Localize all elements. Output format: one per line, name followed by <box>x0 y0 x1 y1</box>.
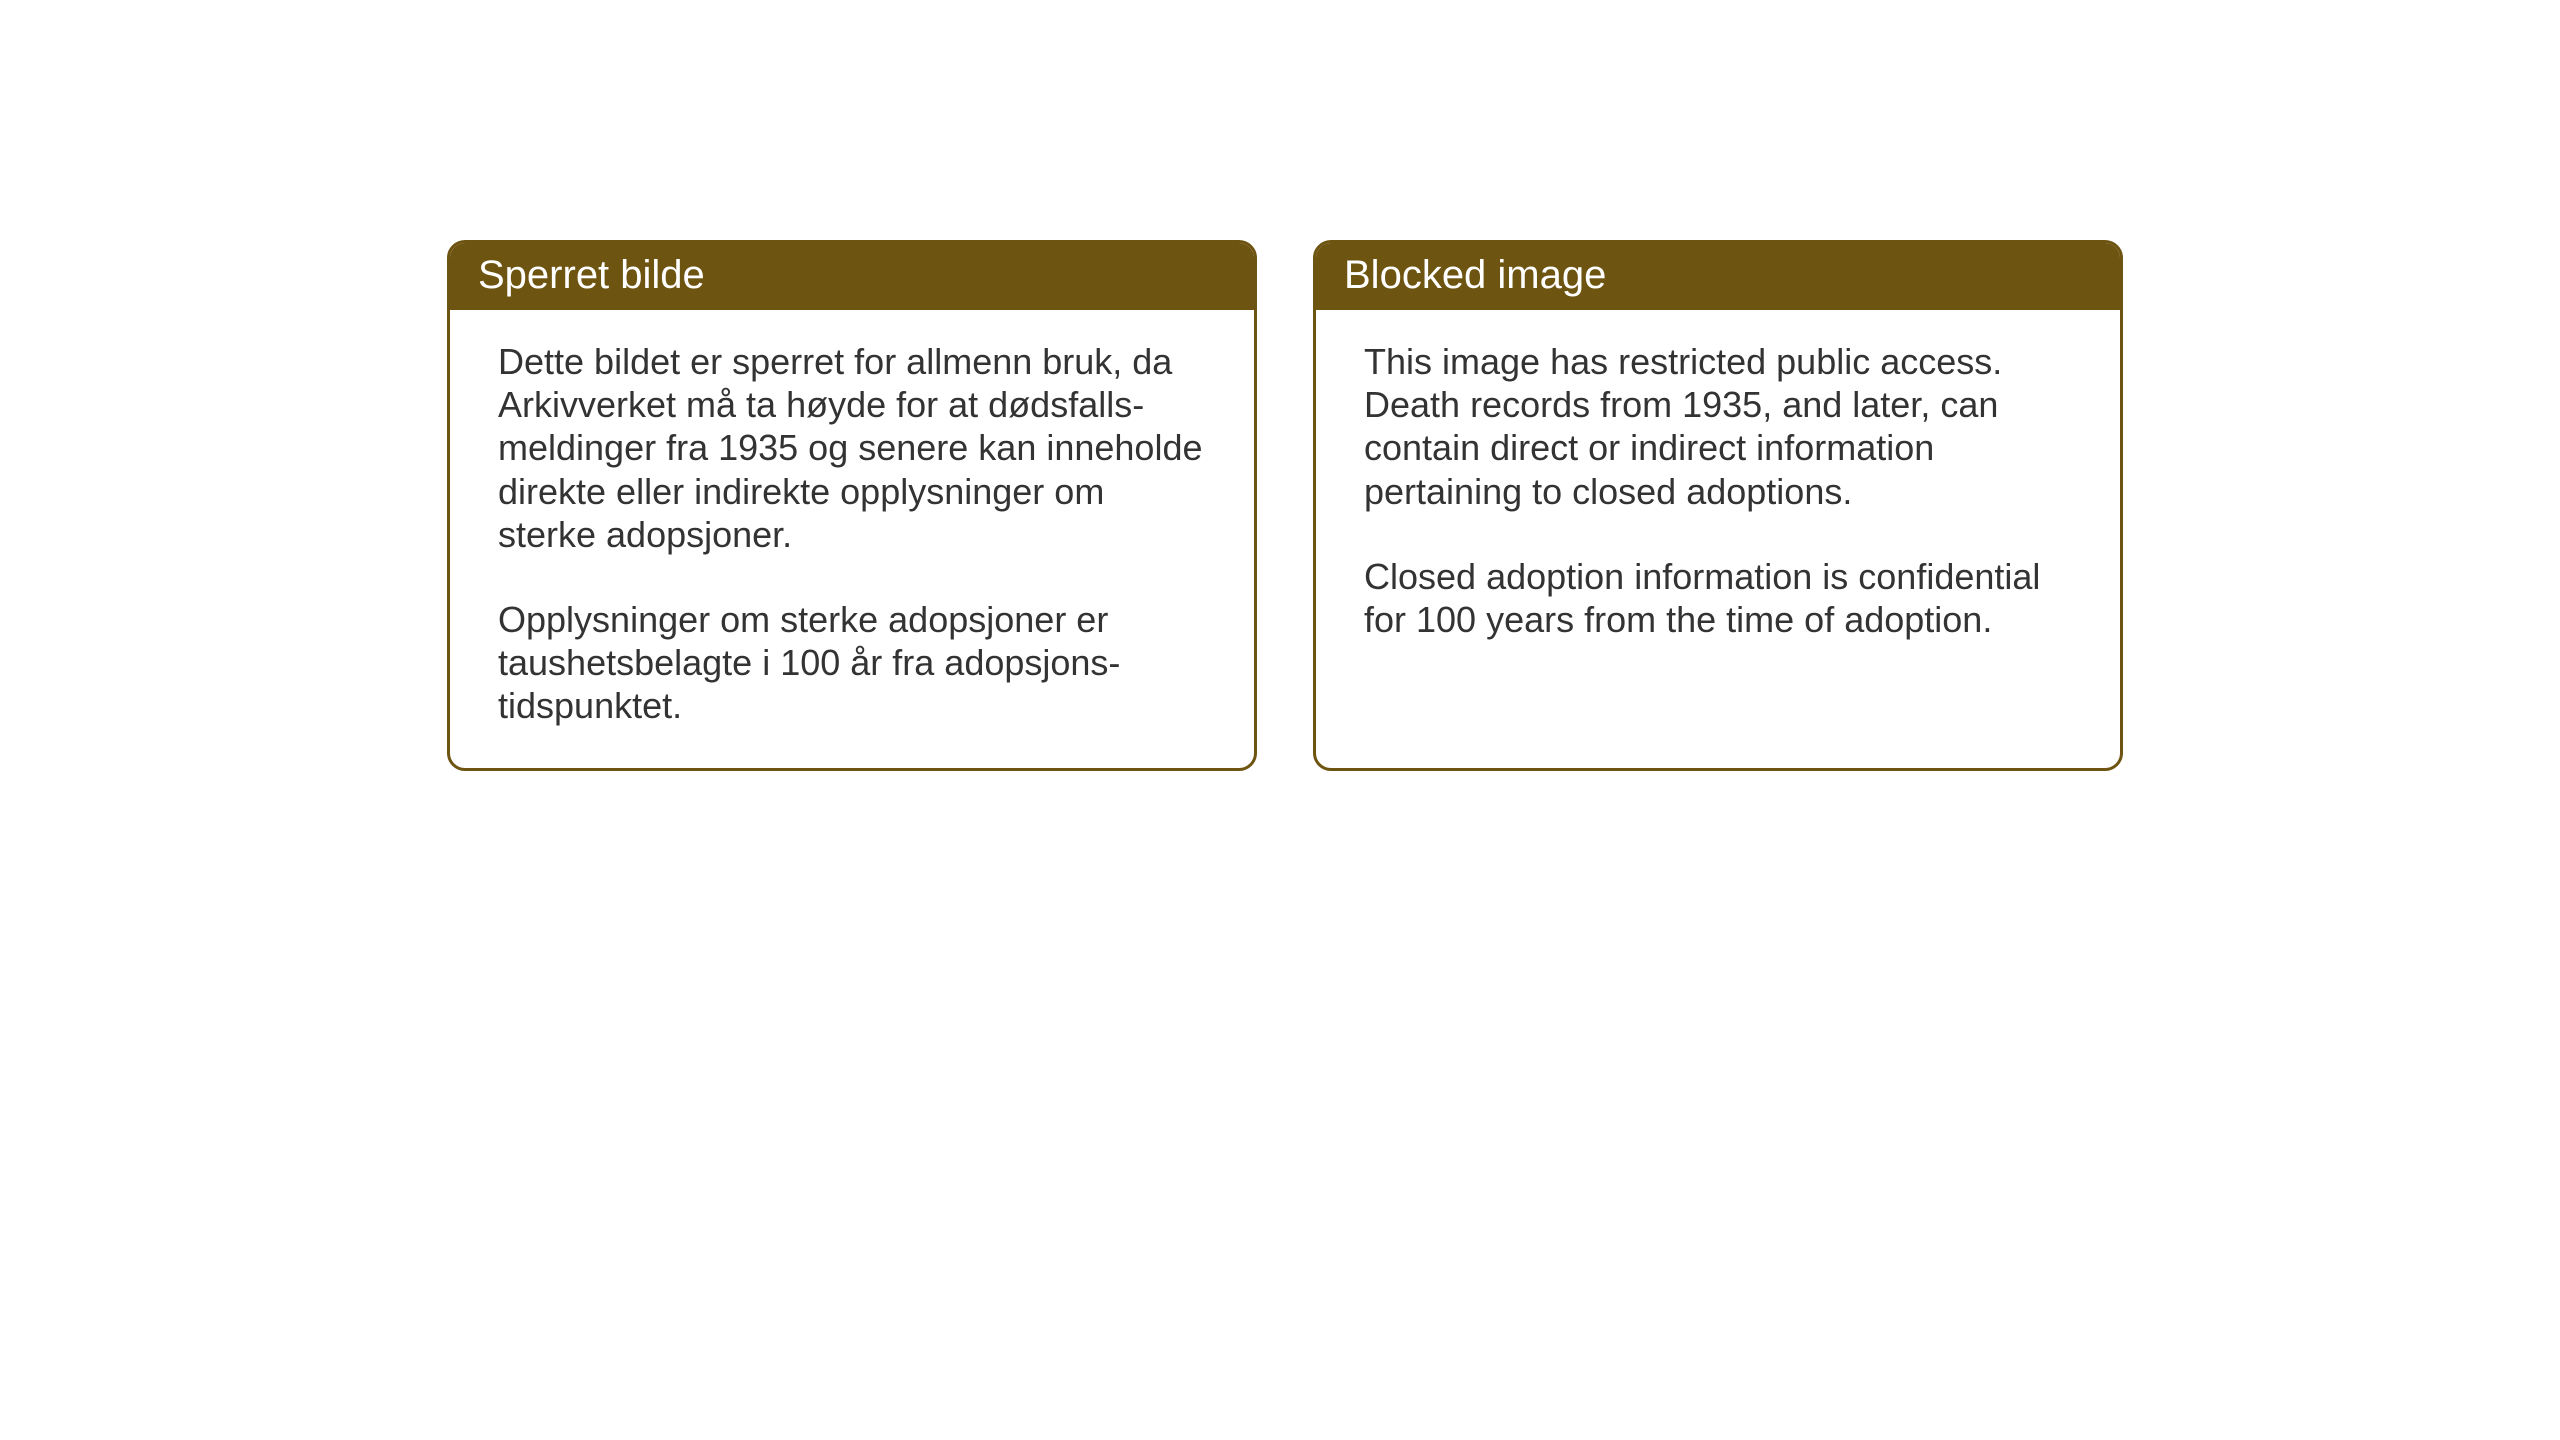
norwegian-paragraph-2: Opplysninger om sterke adopsjoner er tau… <box>498 598 1212 728</box>
norwegian-notice-card: Sperret bilde Dette bildet er sperret fo… <box>447 240 1257 771</box>
english-card-title: Blocked image <box>1316 243 2120 310</box>
norwegian-card-title: Sperret bilde <box>450 243 1254 310</box>
english-card-body: This image has restricted public access.… <box>1316 310 2120 749</box>
english-paragraph-2: Closed adoption information is confident… <box>1364 555 2078 641</box>
norwegian-card-body: Dette bildet er sperret for allmenn bruk… <box>450 310 1254 768</box>
english-paragraph-1: This image has restricted public access.… <box>1364 340 2078 513</box>
notice-container: Sperret bilde Dette bildet er sperret fo… <box>0 0 2560 771</box>
norwegian-paragraph-1: Dette bildet er sperret for allmenn bruk… <box>498 340 1212 556</box>
english-notice-card: Blocked image This image has restricted … <box>1313 240 2123 771</box>
